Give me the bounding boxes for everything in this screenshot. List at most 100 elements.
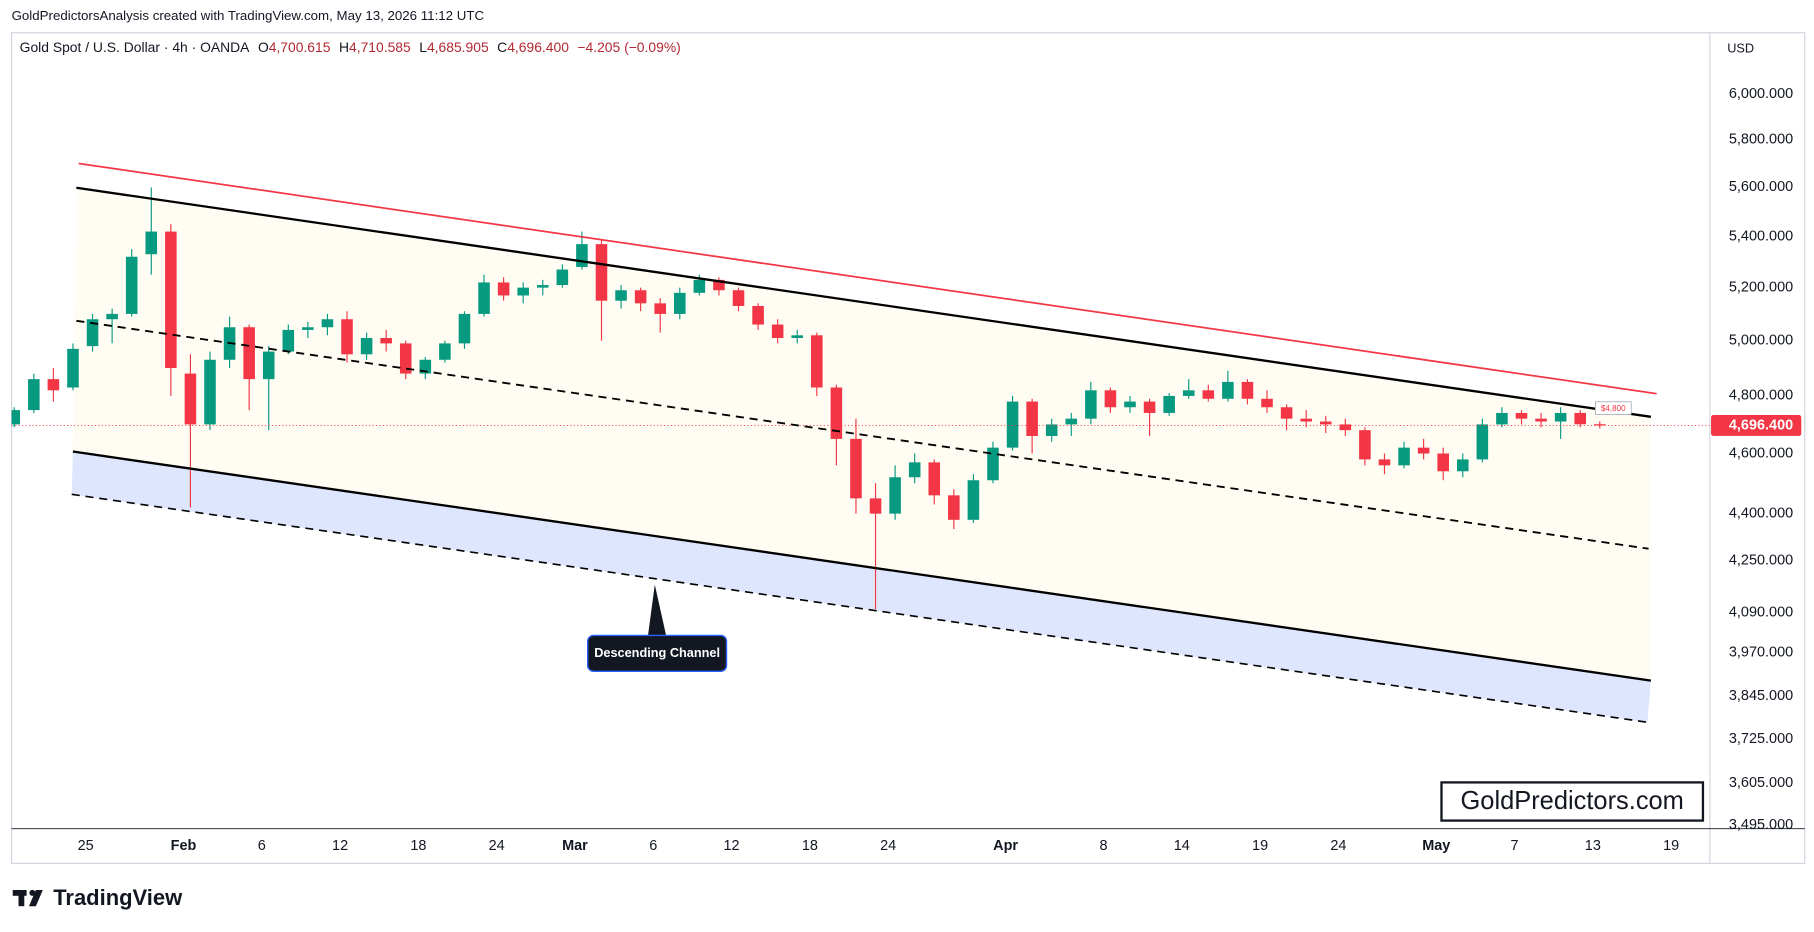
x-tick-label: 8 — [1099, 838, 1107, 854]
ohlc-value: 4,685.905 — [427, 38, 489, 54]
currency[interactable]: USD — [1727, 40, 1754, 55]
ohlc-value: 4,696.400 — [507, 38, 569, 54]
x-tick-label: 18 — [410, 838, 426, 854]
candle-body — [399, 343, 412, 374]
candle-body — [1594, 424, 1606, 426]
candle-body — [86, 319, 99, 347]
logo-part — [18, 889, 25, 907]
candle-body — [850, 438, 862, 499]
candle-body — [1202, 390, 1215, 399]
candle-body — [1515, 412, 1528, 419]
channel-outer — [71, 493, 1648, 724]
candle-body — [811, 335, 823, 388]
y-tick-label: 3,845.000 — [1729, 688, 1793, 704]
x-tick-label: Mar — [562, 838, 588, 854]
x-tick-label: 18 — [802, 838, 818, 854]
candle-body — [928, 462, 941, 496]
callout-pointer — [647, 584, 667, 637]
candle-body — [1280, 407, 1293, 419]
candle-body — [67, 348, 79, 388]
channel-top — [76, 186, 1652, 418]
y-tick-label: 3,495.000 — [1729, 817, 1793, 833]
candle-body — [184, 373, 197, 425]
candle-body — [1319, 421, 1332, 425]
candle-body — [1574, 412, 1587, 425]
candle-body — [478, 282, 490, 314]
candle-body — [634, 290, 647, 304]
candles — [11, 187, 1710, 610]
y-tick-label: 5,400.000 — [1729, 228, 1793, 244]
last-price-label: 4,696.400 — [1729, 417, 1793, 433]
candle-body — [654, 303, 666, 314]
candle-body — [1261, 398, 1273, 408]
candle-body — [28, 379, 40, 411]
candle-body — [321, 319, 334, 328]
candle-body — [987, 447, 999, 481]
candle-body — [1026, 401, 1038, 436]
candle-body — [204, 359, 216, 425]
channel-band — [71, 451, 1651, 723]
candle-body — [791, 335, 804, 338]
y-tick-label: 4,250.000 — [1729, 552, 1793, 568]
candle-body — [517, 287, 529, 296]
frame — [10, 32, 1806, 864]
x-tick-label: Apr — [993, 838, 1018, 854]
x-tick-label: 19 — [1252, 838, 1268, 854]
candle-body — [1104, 390, 1117, 408]
brand-logo — [12, 889, 43, 907]
y-tick-label: 4,800.000 — [1729, 388, 1793, 404]
candle-body — [771, 324, 784, 338]
ohlc-key: C — [497, 38, 507, 54]
candle-body — [908, 462, 921, 478]
logo-part — [29, 889, 36, 896]
candle-body — [165, 231, 177, 369]
candle-body — [1182, 390, 1195, 396]
candle-body — [1417, 447, 1430, 454]
candle-body — [1163, 395, 1175, 413]
x-tick-label: 24 — [489, 838, 505, 854]
y-tick-label: 3,970.000 — [1729, 645, 1793, 661]
candle-body — [536, 285, 549, 288]
candle-body — [752, 305, 764, 325]
candle-body — [1124, 401, 1136, 408]
change: −4.205 (−0.09%) — [577, 38, 680, 54]
candle-body — [556, 269, 569, 286]
currency-box[interactable] — [1716, 37, 1764, 61]
candle-body — [380, 337, 392, 344]
channel-mid — [76, 319, 1649, 550]
x-tick-label: 24 — [880, 838, 896, 854]
candle-body — [302, 327, 314, 330]
candle-body — [1456, 459, 1469, 472]
x-tick-label: 12 — [724, 838, 740, 854]
candle-body — [1398, 447, 1410, 466]
candle-body — [595, 244, 608, 301]
candle-body — [262, 351, 275, 380]
candle-body — [732, 290, 745, 306]
candle-body — [1222, 381, 1234, 399]
y-tick-label: 4,090.000 — [1729, 604, 1793, 620]
candle-body — [419, 359, 432, 374]
candle-body — [1241, 381, 1254, 399]
last-price-box — [1711, 415, 1802, 436]
candle-body — [243, 327, 255, 380]
x-tick-label: 12 — [332, 838, 348, 854]
callout-box — [587, 634, 728, 673]
candle-body — [106, 313, 118, 320]
candle-body — [948, 495, 960, 520]
x-tick-label: 25 — [78, 838, 94, 854]
channel-bottom — [72, 450, 1652, 682]
candle-body — [615, 290, 627, 301]
symbol: Gold Spot / U.S. Dollar · 4h · OANDA — [20, 38, 251, 54]
candle-body — [47, 379, 60, 391]
x-tick-label: 24 — [1330, 838, 1346, 854]
candle-body — [869, 498, 882, 514]
candle-body — [1143, 401, 1156, 413]
candle-body — [674, 292, 686, 314]
candle-body — [1065, 418, 1078, 425]
x-tick-label: 14 — [1174, 838, 1190, 854]
x-tick-label: 7 — [1511, 838, 1519, 854]
ohlc-value: 4,700.615 — [269, 38, 331, 54]
candle-body — [1437, 453, 1449, 472]
